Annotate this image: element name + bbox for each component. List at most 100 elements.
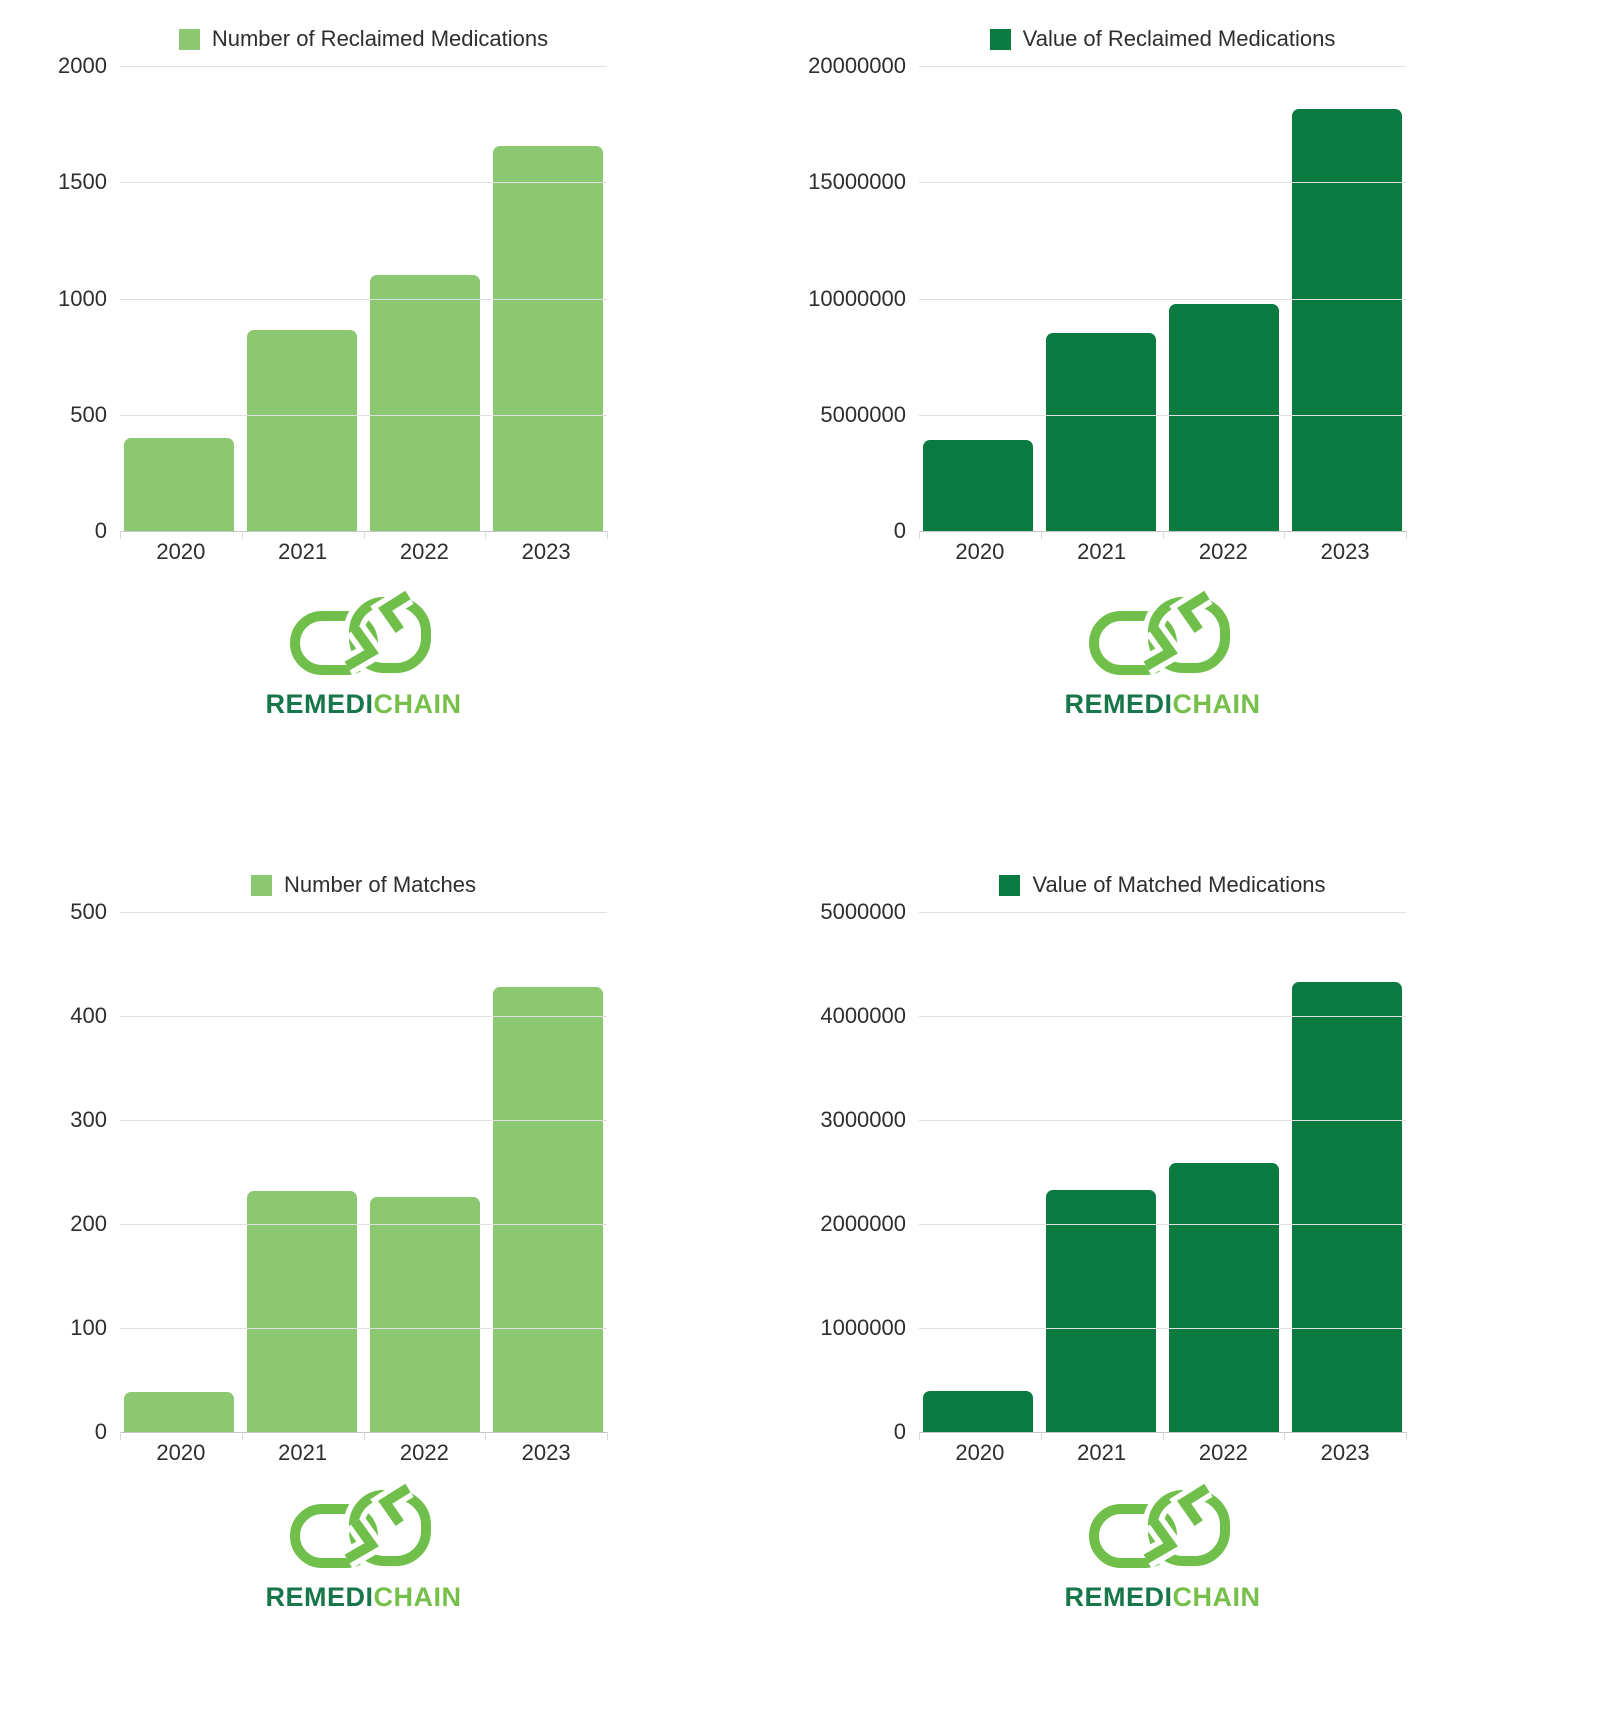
bar-2020 (923, 1391, 1033, 1432)
x-axis-label-2021: 2021 (278, 539, 328, 564)
x-axis: 2020 2021 2022 2023 (919, 1440, 1406, 1466)
x-axis: 2020 2021 2022 2023 (919, 539, 1406, 565)
bar-2021 (1046, 1189, 1156, 1432)
bar-group (120, 912, 607, 1432)
y-axis-tick-label: 0 (94, 1419, 107, 1444)
legend-swatch (989, 28, 1011, 50)
bar-2022 (1169, 1162, 1279, 1432)
gridline (919, 66, 1406, 67)
x-axis-tick (120, 1432, 121, 1440)
x-axis-label-2021: 2021 (1077, 1440, 1127, 1465)
wordmark-remedi: REMEDI (1064, 1582, 1173, 1612)
wordmark-remedi: REMEDI (265, 1582, 374, 1612)
gridline (120, 414, 607, 416)
wordmark-chain: CHAIN (1172, 689, 1261, 719)
legend-swatch (178, 28, 200, 50)
y-axis-tick-label: 15000000 (808, 169, 906, 195)
gridline (120, 66, 607, 67)
gridline (120, 1224, 607, 1225)
remedichain-logo: REMEDICHAIN (265, 589, 461, 720)
gridline (120, 1328, 607, 1329)
x-axis: 2020 2021 2022 2023 (120, 539, 607, 565)
bar-2021 (247, 329, 357, 531)
x-axis-tick (1040, 531, 1042, 539)
y-axis-tick-label: 0 (94, 518, 107, 543)
gridline (120, 912, 607, 913)
x-axis-label-2023: 2023 (521, 539, 571, 564)
x-axis-tick (1162, 531, 1164, 539)
bar-2022 (370, 1196, 480, 1432)
x-axis-label-2023: 2023 (521, 1440, 571, 1465)
bar-2022 (370, 275, 480, 531)
x-axis-tick (1406, 531, 1407, 539)
y-axis-tick-label: 5000000 (820, 401, 906, 427)
gridline (919, 1224, 1406, 1225)
x-axis-tick (1040, 1432, 1042, 1440)
x-axis-label-2020: 2020 (156, 539, 206, 564)
wordmark-chain: CHAIN (373, 1582, 462, 1612)
remedichain-wordmark: REMEDICHAIN (265, 1582, 461, 1613)
gridline (919, 1016, 1406, 1017)
x-axis-label-2021: 2021 (1077, 539, 1127, 564)
bar-2022 (1169, 304, 1279, 531)
remedichain-wordmark: REMEDICHAIN (1064, 689, 1260, 720)
x-axis-tick (485, 1432, 487, 1440)
y-axis-tick-label: 5000000 (820, 899, 906, 924)
legend: Value of Matched Medications (999, 872, 1326, 898)
bar-group (919, 912, 1406, 1432)
remedichain-wordmark: REMEDICHAIN (1064, 1582, 1260, 1613)
x-axis-label-2022: 2022 (399, 1440, 449, 1465)
gridline (120, 298, 607, 300)
x-axis-tick (485, 531, 487, 539)
legend-label: Number of Matches (284, 872, 476, 897)
x-axis-tick (1284, 531, 1286, 539)
bar-2023 (493, 986, 603, 1432)
gridline (120, 182, 607, 184)
bar-2023 (1292, 981, 1402, 1432)
bar-2020 (124, 438, 234, 531)
y-axis-tick-label: 10000000 (808, 285, 906, 311)
x-axis-tick (241, 531, 243, 539)
y-axis-tick-label: 200 (70, 1211, 107, 1236)
chart-value-of-matched-medications: Value of Matched Medications 0 1000000 200… (799, 866, 1598, 1732)
x-axis-label-2020: 2020 (955, 1440, 1005, 1465)
gridline (919, 912, 1406, 913)
x-axis-label-2020: 2020 (156, 1440, 206, 1465)
gridline (919, 1120, 1406, 1121)
x-axis-tick (363, 1432, 365, 1440)
x-axis-tick (919, 531, 920, 539)
remedichain-cycle-icon (1089, 589, 1236, 679)
x-axis-label-2023: 2023 (1320, 1440, 1370, 1465)
x-axis-label-2020: 2020 (955, 539, 1005, 564)
y-axis-tick-label: 4000000 (820, 1003, 906, 1028)
plot-area: 0 100 200 300 400 500 (70, 899, 608, 1444)
chart-number-of-matches: Number of Matches 0 100 200 300 400 500 2020 2… (0, 866, 799, 1732)
remedichain-cycle-icon (290, 1482, 437, 1572)
legend-label: Value of Matched Medications (1032, 872, 1326, 897)
legend: Number of Reclaimed Medications (178, 26, 548, 52)
y-axis-tick-label: 0 (893, 1419, 906, 1444)
y-axis-tick-label: 2000 (58, 53, 107, 78)
legend-swatch (999, 874, 1021, 896)
gridline (919, 1328, 1406, 1329)
y-axis-tick-label: 100 (70, 1315, 107, 1340)
x-axis-tick (607, 531, 608, 539)
wordmark-remedi: REMEDI (265, 689, 374, 719)
plot-area: 0 1000000 2000000 3000000 4000000 5000000 (820, 899, 1407, 1444)
y-axis-tick-label: 1500 (58, 169, 107, 195)
x-axis-label-2022: 2022 (1198, 1440, 1248, 1465)
y-axis-tick-label: 20000000 (808, 53, 906, 78)
bar-2020 (124, 1392, 234, 1432)
remedichain-logo: REMEDICHAIN (1064, 589, 1260, 720)
x-axis-tick (1406, 1432, 1407, 1440)
x-axis-tick (919, 1432, 920, 1440)
gridline (919, 298, 1406, 300)
y-axis-tick-label: 2000000 (820, 1211, 906, 1236)
y-axis-tick-label: 3000000 (820, 1107, 906, 1132)
legend: Value of Reclaimed Medications (989, 26, 1335, 52)
legend: Number of Matches (251, 872, 476, 898)
remedichain-wordmark: REMEDICHAIN (265, 689, 461, 720)
x-axis-tick (607, 1432, 608, 1440)
x-axis-label-2022: 2022 (1198, 539, 1248, 564)
x-axis-label-2021: 2021 (278, 1440, 328, 1465)
